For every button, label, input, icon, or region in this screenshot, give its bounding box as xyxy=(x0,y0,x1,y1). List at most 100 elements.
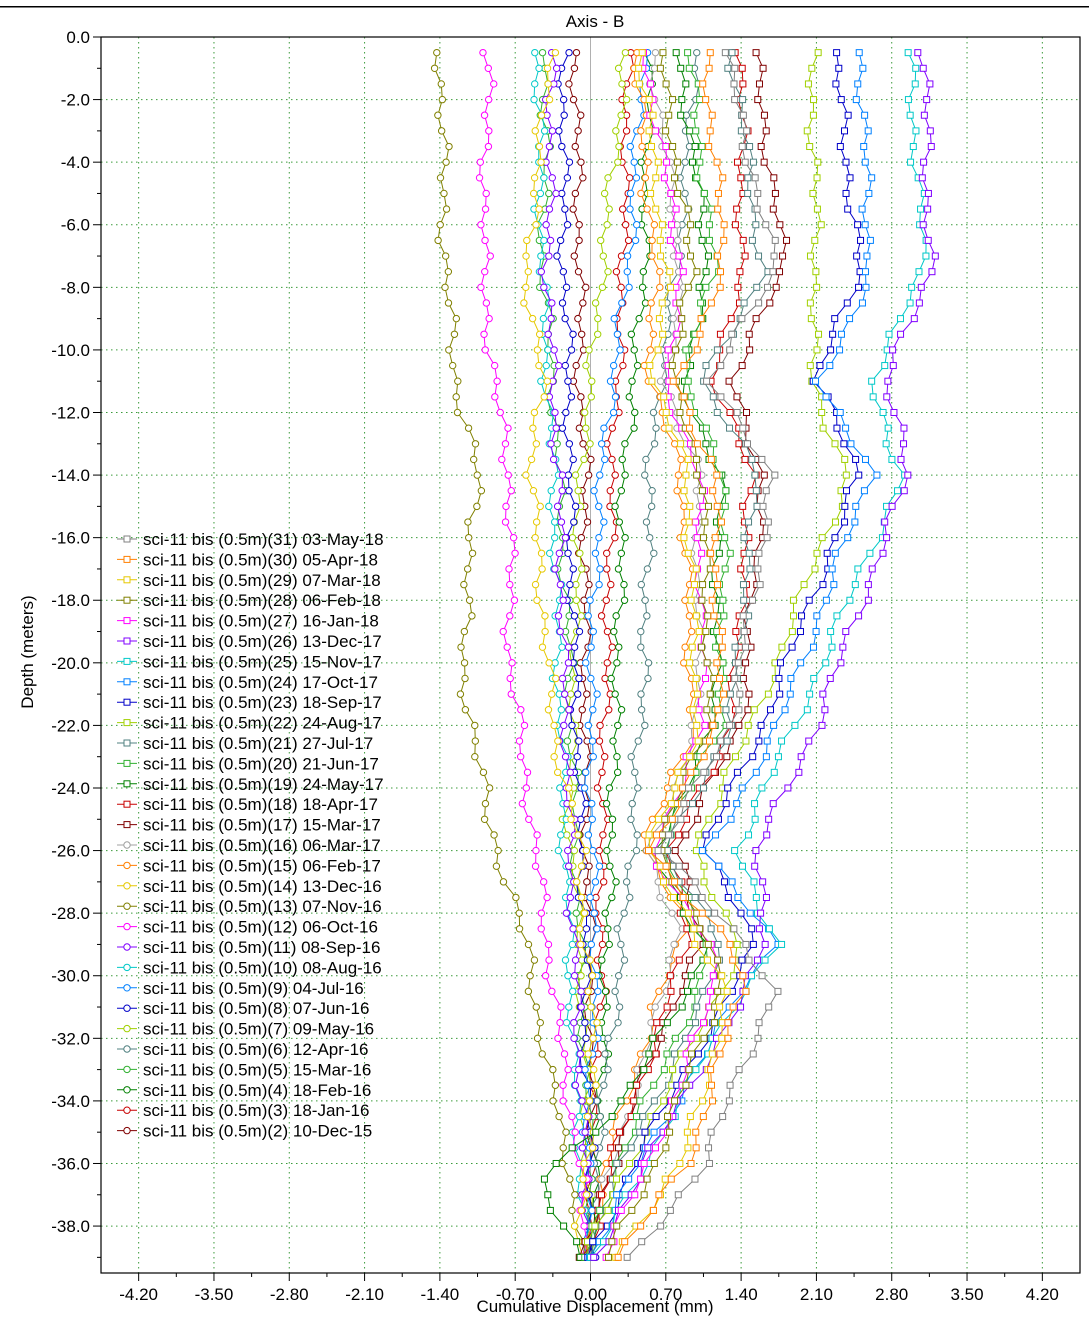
data-point xyxy=(928,268,936,276)
data-point xyxy=(677,440,685,448)
legend-item: sci-11 bis (0.5m)(30) 05-Apr-18 xyxy=(117,550,378,569)
data-point xyxy=(617,111,625,119)
data-point xyxy=(882,440,890,448)
data-point xyxy=(904,471,912,479)
data-point xyxy=(532,221,540,229)
legend-item: sci-11 bis (0.5m)(28) 06-Feb-18 xyxy=(117,591,381,610)
series-19 xyxy=(430,48,589,1262)
data-point xyxy=(720,612,728,620)
data-point xyxy=(858,205,866,213)
data-point xyxy=(752,49,760,57)
data-point xyxy=(583,878,591,886)
data-point xyxy=(566,893,575,902)
data-point xyxy=(562,283,571,292)
data-point xyxy=(740,628,748,636)
data-point xyxy=(560,1050,569,1058)
legend-item: sci-11 bis (0.5m)(23) 18-Sep-17 xyxy=(117,693,382,712)
data-point xyxy=(591,1222,599,1230)
y-tick-label: -10.0 xyxy=(51,341,90,360)
data-point xyxy=(721,49,729,57)
data-point xyxy=(552,424,560,432)
data-point xyxy=(819,690,827,698)
data-point xyxy=(687,1034,695,1042)
data-point xyxy=(742,737,750,745)
data-point xyxy=(739,424,747,432)
data-point xyxy=(645,127,653,135)
data-point xyxy=(840,440,848,448)
data-point xyxy=(486,252,494,260)
data-point xyxy=(441,283,449,292)
data-point xyxy=(564,1065,572,1074)
data-point xyxy=(827,628,835,636)
data-point xyxy=(686,1113,694,1121)
data-point xyxy=(537,909,546,917)
data-point xyxy=(597,236,605,245)
data-point xyxy=(596,1112,604,1121)
data-point xyxy=(550,721,558,730)
legend-item: sci-11 bis (0.5m)(11) 08-Sep-16 xyxy=(117,938,380,957)
data-point xyxy=(662,127,670,135)
data-point xyxy=(510,596,519,604)
data-point xyxy=(576,925,584,933)
data-point xyxy=(719,596,727,604)
data-point xyxy=(633,1065,641,1074)
data-point xyxy=(503,643,511,651)
data-point xyxy=(530,174,539,182)
data-point xyxy=(819,424,827,432)
data-point xyxy=(604,1206,612,1214)
data-point xyxy=(705,1144,713,1152)
data-point xyxy=(658,299,666,307)
data-point xyxy=(494,846,502,855)
data-point xyxy=(582,768,590,777)
data-point xyxy=(570,972,579,980)
data-point xyxy=(816,362,824,370)
data-point xyxy=(879,408,887,416)
data-point xyxy=(700,205,708,213)
data-point xyxy=(618,455,626,464)
data-point xyxy=(699,1097,707,1105)
data-point xyxy=(852,455,860,463)
data-point xyxy=(769,205,777,213)
data-point xyxy=(682,80,690,88)
data-point xyxy=(471,440,480,448)
data-point xyxy=(577,893,586,902)
data-point xyxy=(766,706,774,714)
data-point xyxy=(648,487,656,495)
data-point xyxy=(692,518,700,526)
legend-label: sci-11 bis (0.5m)(22) 24-Aug-17 xyxy=(143,714,382,733)
data-point xyxy=(509,533,518,542)
data-point xyxy=(437,127,446,135)
data-point xyxy=(544,706,553,714)
data-point xyxy=(538,48,547,57)
data-point xyxy=(581,1128,589,1136)
data-point xyxy=(603,1003,611,1011)
data-point xyxy=(684,283,692,291)
data-point xyxy=(538,565,546,573)
data-point xyxy=(544,940,553,949)
y-tick-label: -14.0 xyxy=(51,466,90,485)
legend-label: sci-11 bis (0.5m)(18) 18-Apr-17 xyxy=(143,795,378,814)
data-point xyxy=(523,768,532,777)
data-point xyxy=(575,1065,583,1074)
data-point xyxy=(591,299,600,307)
data-point xyxy=(723,753,731,761)
data-point xyxy=(621,1144,629,1152)
data-point xyxy=(609,408,618,417)
data-point xyxy=(755,925,763,933)
data-point xyxy=(574,831,582,839)
data-point xyxy=(617,1206,625,1214)
data-point xyxy=(450,330,459,338)
data-point xyxy=(598,1191,606,1199)
data-point xyxy=(501,440,510,448)
data-point xyxy=(920,158,928,166)
data-point xyxy=(722,800,730,808)
legend-item: sci-11 bis (0.5m)(8) 07-Jun-16 xyxy=(117,999,369,1018)
data-point xyxy=(822,659,830,667)
data-point xyxy=(668,909,676,917)
data-point xyxy=(559,95,568,104)
data-point xyxy=(775,674,783,682)
data-point xyxy=(442,205,451,213)
data-point xyxy=(730,972,738,980)
data-point xyxy=(822,596,830,604)
